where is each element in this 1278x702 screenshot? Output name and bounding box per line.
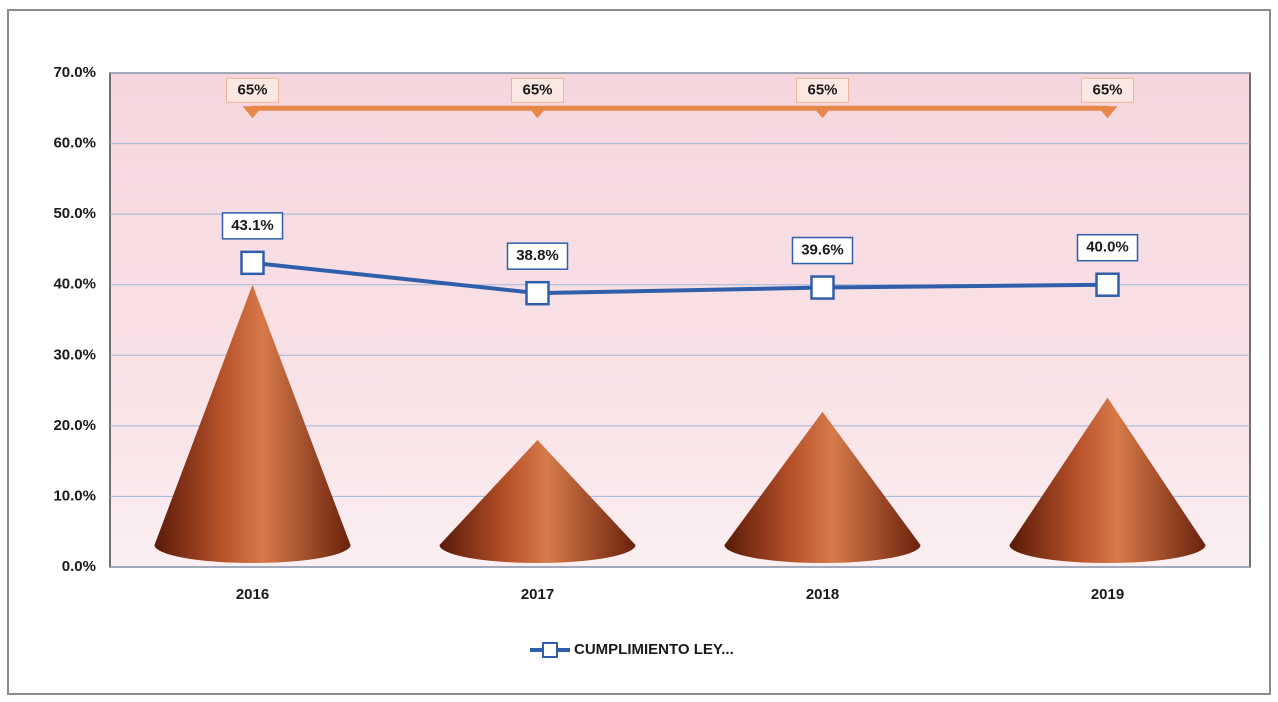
marker bbox=[242, 106, 263, 119]
data-label-box bbox=[506, 242, 569, 270]
y-tick-label: 60.0% bbox=[53, 135, 96, 152]
data-label: 65% bbox=[1092, 81, 1122, 98]
legend-marker bbox=[542, 642, 558, 658]
data-label-box bbox=[791, 236, 854, 265]
y-tick-label: 0.0% bbox=[62, 558, 96, 575]
data-label: 40.0% bbox=[1086, 239, 1129, 256]
marker bbox=[1095, 272, 1120, 297]
data-label: 43.1% bbox=[231, 217, 274, 234]
data-label-box bbox=[226, 77, 279, 103]
data-label: 38.8% bbox=[516, 247, 559, 264]
data-label-box bbox=[511, 77, 564, 103]
marker bbox=[240, 250, 265, 276]
y-tick-label: 30.0% bbox=[53, 346, 96, 363]
data-label-box bbox=[796, 77, 849, 103]
legend-label: CUMPLIMIENTO LEY... bbox=[574, 641, 734, 658]
y-tick-label: 10.0% bbox=[53, 487, 96, 504]
data-label-box bbox=[221, 212, 284, 240]
data-label-box bbox=[1081, 77, 1134, 103]
marker bbox=[527, 106, 548, 119]
data-label: 65% bbox=[522, 81, 552, 98]
cone bbox=[724, 411, 921, 563]
cone bbox=[1009, 397, 1206, 563]
x-tick-label: 2017 bbox=[521, 586, 554, 603]
cone bbox=[154, 284, 351, 563]
y-tick-label: 50.0% bbox=[53, 205, 96, 222]
marker bbox=[1097, 106, 1118, 119]
marker bbox=[525, 280, 550, 306]
data-label-box bbox=[1076, 233, 1139, 262]
x-tick-label: 2019 bbox=[1091, 586, 1124, 603]
data-label: 39.6% bbox=[801, 242, 844, 259]
data-label: 65% bbox=[237, 81, 267, 98]
y-tick-label: 40.0% bbox=[53, 276, 96, 293]
x-tick-label: 2018 bbox=[806, 586, 839, 603]
marker bbox=[812, 106, 833, 119]
x-tick-label: 2016 bbox=[236, 586, 269, 603]
y-tick-label: 20.0% bbox=[53, 417, 96, 434]
cone bbox=[439, 439, 636, 563]
marker bbox=[810, 275, 835, 300]
y-tick-label: 70.0% bbox=[53, 64, 96, 81]
data-label: 65% bbox=[807, 81, 837, 98]
series-line bbox=[252, 260, 1108, 296]
